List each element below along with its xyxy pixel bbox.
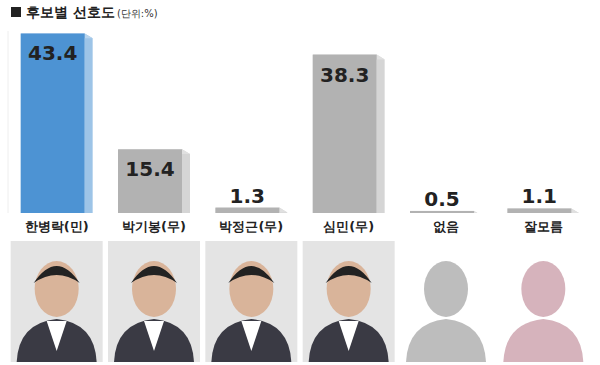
bar-group — [507, 208, 579, 213]
category-label: 박기봉(무) — [122, 219, 186, 234]
portrait-shirt — [241, 321, 261, 351]
category-label: 심민(무) — [323, 219, 374, 234]
value-axis — [8, 31, 9, 213]
data-label: 1.3 — [230, 184, 265, 208]
portrait-body — [17, 319, 97, 362]
portrait-shirt — [47, 321, 67, 351]
category-label: 한병락(민) — [25, 219, 89, 234]
portrait-head — [327, 261, 371, 317]
portrait-bg — [303, 241, 395, 362]
bar — [21, 33, 85, 213]
bar-group — [215, 208, 287, 213]
bar-side — [377, 55, 385, 213]
portrait — [497, 241, 589, 362]
bar-top — [507, 208, 579, 213]
portrait-bg — [11, 241, 103, 362]
portrait-head — [132, 261, 176, 317]
portrait-head — [424, 261, 468, 317]
bar-side — [182, 149, 190, 213]
portrait-body — [211, 319, 291, 362]
title: 후보별 선호도 — [26, 4, 115, 20]
bar-group — [21, 33, 93, 213]
data-label: 15.4 — [125, 157, 174, 181]
bar-top — [215, 208, 287, 213]
portrait-bg — [497, 241, 589, 362]
title-marker — [11, 7, 21, 17]
portrait — [400, 241, 492, 362]
bar-group — [313, 55, 385, 213]
portrait — [11, 241, 103, 362]
data-label: 38.3 — [320, 63, 369, 87]
portrait-hair — [131, 266, 177, 283]
portrait-head — [521, 261, 565, 317]
portrait-shirt — [339, 321, 359, 351]
portrait-head — [35, 261, 79, 317]
bars — [21, 33, 580, 213]
data-label: 43.4 — [28, 41, 77, 65]
bar-group — [410, 211, 482, 213]
bar — [313, 55, 377, 213]
portrait — [303, 241, 395, 362]
bar-top — [410, 211, 482, 213]
chart-wrap: 후보별 선호도(단위:%) 43.4 한병락(민) 15.4 박기봉(무) 1.3 박정근(… — [0, 0, 600, 365]
category-label: 잘모름 — [524, 219, 563, 234]
portrait-body — [503, 319, 583, 362]
bar-side — [85, 33, 93, 213]
bar — [118, 149, 182, 213]
chart: 후보별 선호도(단위:%) 43.4 한병락(민) 15.4 박기봉(무) 1.3 박정근(… — [0, 0, 600, 365]
portrait-hair — [228, 266, 274, 283]
bar-group — [118, 149, 190, 213]
portrait — [108, 241, 200, 362]
portrait-body — [309, 319, 389, 362]
bar — [507, 208, 571, 213]
labels: 43.4 한병락(민) 15.4 박기봉(무) 1.3 박정근(무) 38.3 심민(무) 0.… — [25, 41, 563, 234]
portrait-hair — [326, 266, 372, 283]
category-label: 박정근(무) — [219, 219, 283, 234]
portrait-bg — [108, 241, 200, 362]
portrait-bg — [205, 241, 297, 362]
bar — [410, 211, 474, 213]
portrait-shirt — [144, 321, 164, 351]
category-label: 없음 — [433, 219, 459, 234]
portrait-hair — [34, 266, 80, 283]
portrait — [205, 241, 297, 362]
subtitle: (단위:%) — [117, 8, 158, 19]
portrait-body — [114, 319, 194, 362]
portrait-body — [406, 319, 486, 362]
data-label: 0.5 — [424, 187, 459, 211]
bar — [215, 208, 279, 213]
data-label: 1.1 — [522, 184, 557, 208]
portrait-bg — [400, 241, 492, 362]
